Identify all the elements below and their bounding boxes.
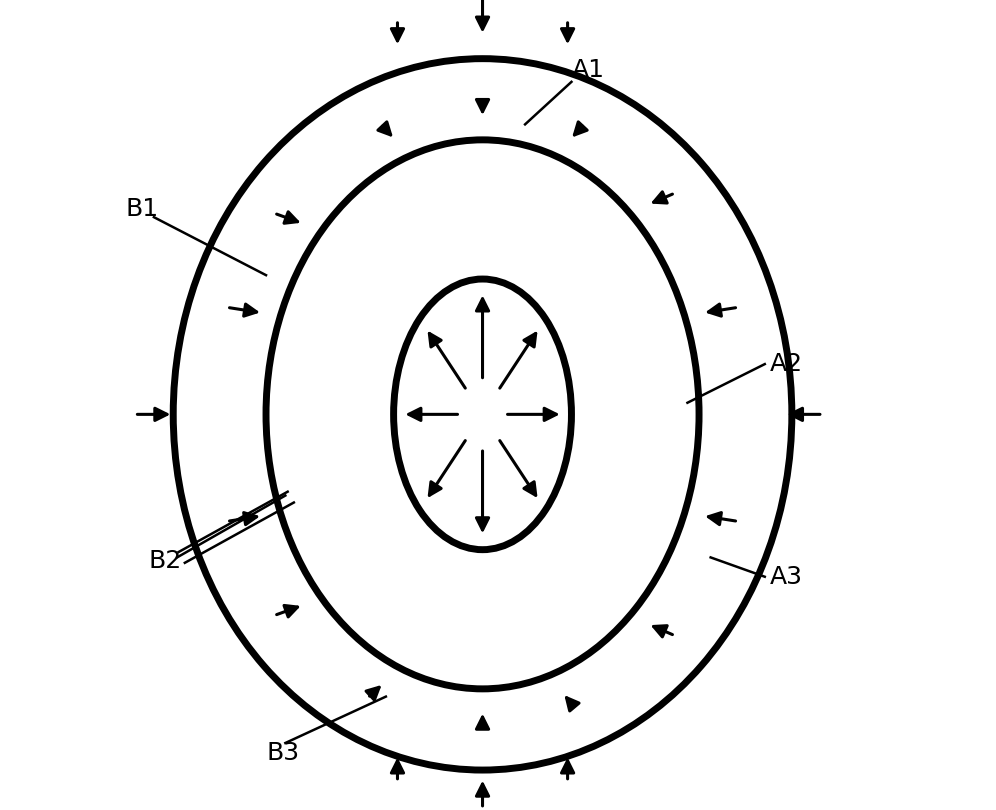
Text: B2: B2 <box>148 549 181 573</box>
Text: A2: A2 <box>770 352 804 376</box>
Text: B1: B1 <box>125 198 158 221</box>
Text: A3: A3 <box>770 565 803 589</box>
Text: B3: B3 <box>266 741 299 765</box>
Text: A1: A1 <box>572 58 605 83</box>
